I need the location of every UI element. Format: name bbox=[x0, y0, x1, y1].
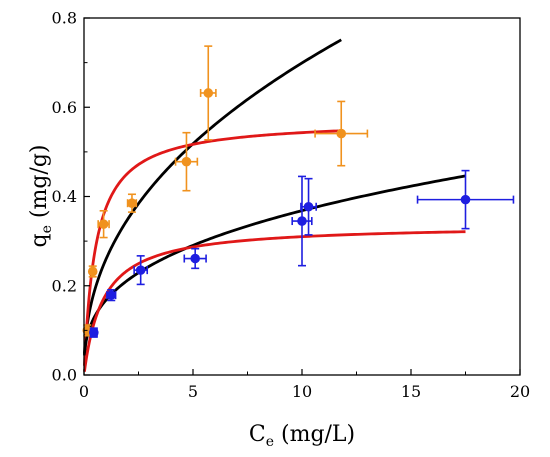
data-marker bbox=[303, 201, 314, 212]
data-marker bbox=[190, 253, 200, 264]
data-marker bbox=[135, 265, 146, 275]
series-2 bbox=[89, 169, 515, 338]
y-tick-label: 0.4 bbox=[52, 187, 77, 206]
data-point bbox=[416, 169, 515, 230]
data-point bbox=[314, 100, 369, 167]
data-marker bbox=[87, 266, 98, 277]
x-axis-label-unit: (mg/L) bbox=[274, 422, 355, 447]
data-marker bbox=[297, 216, 307, 226]
x-tick-label: 10 bbox=[292, 382, 312, 401]
x-tick-label: 20 bbox=[510, 382, 530, 401]
y-tick-label: 0.6 bbox=[52, 98, 77, 117]
data-point bbox=[126, 193, 138, 213]
axis-ticks: 0 5 10 15 20 0.0 0.2 0.4 0.6 0.8 bbox=[52, 9, 531, 402]
data-marker bbox=[89, 327, 99, 338]
y-tick-label: 0.8 bbox=[52, 9, 77, 28]
data-marker bbox=[98, 219, 109, 229]
freundlich-fit-curve bbox=[83, 174, 466, 356]
x-tick-label: 0 bbox=[79, 382, 89, 401]
data-point bbox=[174, 131, 199, 192]
langmuir-fit-curve bbox=[83, 129, 342, 366]
data-point bbox=[89, 327, 99, 338]
y-tick-label: 0.0 bbox=[52, 366, 77, 385]
langmuir-fit-curve bbox=[83, 230, 466, 373]
y-axis-label-sub: e bbox=[39, 225, 55, 233]
y-axis-label-main: q bbox=[27, 233, 52, 247]
series-1 bbox=[82, 45, 369, 337]
data-marker bbox=[106, 290, 117, 300]
data-marker bbox=[127, 198, 137, 208]
x-axis-label: Ce (mg/L) bbox=[249, 422, 355, 450]
data-marker bbox=[460, 194, 471, 205]
data-point bbox=[199, 45, 217, 141]
fit-curves bbox=[83, 38, 466, 373]
data-points bbox=[82, 45, 515, 338]
data-marker bbox=[336, 128, 347, 139]
data-point bbox=[87, 265, 98, 278]
x-tick-label: 5 bbox=[188, 382, 198, 401]
x-axis-label-main: C bbox=[249, 422, 266, 447]
data-marker bbox=[203, 88, 214, 98]
data-point bbox=[300, 177, 317, 236]
x-axis-label-sub: e bbox=[266, 434, 274, 450]
y-axis-label: qe (mg/g) bbox=[27, 145, 55, 248]
data-point bbox=[106, 288, 117, 302]
x-tick-label: 15 bbox=[401, 382, 421, 401]
data-point bbox=[183, 247, 207, 270]
y-axis-label-unit: (mg/g) bbox=[27, 145, 52, 226]
data-point bbox=[97, 209, 110, 239]
data-point bbox=[133, 255, 149, 286]
y-tick-label: 0.2 bbox=[52, 276, 77, 295]
data-marker bbox=[181, 156, 192, 167]
freundlich-fit-curve bbox=[83, 38, 342, 354]
